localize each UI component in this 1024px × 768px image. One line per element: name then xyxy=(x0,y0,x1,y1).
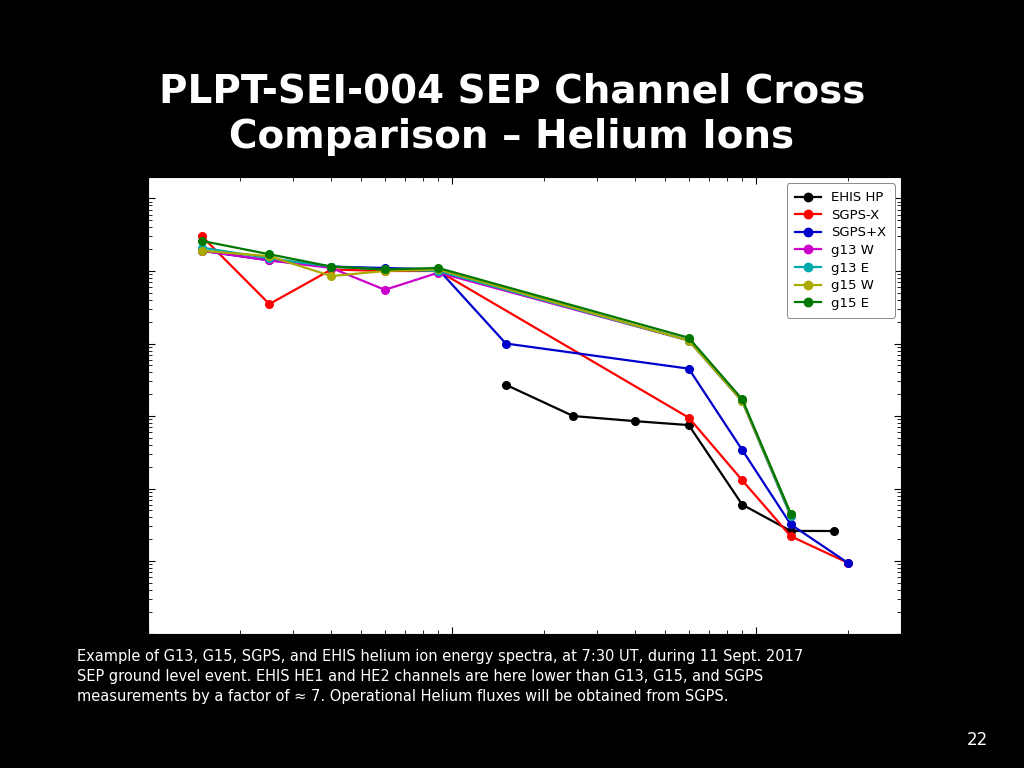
SGPS-X xyxy=(432,266,444,276)
EHIS HP xyxy=(784,526,797,535)
SGPS+X xyxy=(842,558,854,568)
g13 E xyxy=(263,253,275,263)
g13 E xyxy=(683,336,695,345)
Line: g13 E: g13 E xyxy=(199,243,795,520)
SGPS-X xyxy=(326,265,338,274)
SGPS+X xyxy=(379,263,391,273)
g13 E xyxy=(432,266,444,276)
SGPS+X xyxy=(432,265,444,274)
SGPS+X xyxy=(736,445,749,455)
Title: G16 EHIS Helium (Prime Mode); 2017-09-11 07:30:00 UT: G16 EHIS Helium (Prime Mode); 2017-09-11… xyxy=(297,157,753,171)
Line: SGPS+X: SGPS+X xyxy=(199,247,851,567)
EHIS HP xyxy=(683,421,695,430)
g15 W xyxy=(432,265,444,274)
Line: SGPS-X: SGPS-X xyxy=(199,233,851,567)
g13 W xyxy=(432,268,444,277)
SGPS+X xyxy=(784,520,797,529)
EHIS HP xyxy=(827,526,840,535)
g13 W xyxy=(683,336,695,345)
g13 E xyxy=(196,243,208,252)
Line: g13 W: g13 W xyxy=(199,247,795,520)
Y-axis label: a/(cm^2 s sr MeV/n): a/(cm^2 s sr MeV/n) xyxy=(89,326,104,484)
SGPS+X xyxy=(326,262,338,271)
SGPS-X xyxy=(263,300,275,309)
g15 W xyxy=(196,247,208,256)
SGPS-X xyxy=(196,232,208,241)
g15 W xyxy=(784,509,797,518)
g13 E xyxy=(326,262,338,271)
Text: 22: 22 xyxy=(967,731,988,749)
EHIS HP xyxy=(629,416,641,425)
g15 E xyxy=(736,395,749,404)
g15 W xyxy=(736,396,749,406)
g15 W xyxy=(263,252,275,261)
g13 W xyxy=(784,511,797,521)
X-axis label: MeV/n: MeV/n xyxy=(497,663,553,680)
g13 W xyxy=(196,247,208,256)
g15 E xyxy=(683,333,695,343)
g13 W xyxy=(736,396,749,406)
g15 E xyxy=(379,265,391,274)
SGPS+X xyxy=(500,339,512,348)
g13 E xyxy=(379,265,391,274)
Line: g15 E: g15 E xyxy=(199,237,795,518)
g13 W xyxy=(263,256,275,265)
Text: Example of G13, G15, SGPS, and EHIS helium ion energy spectra, at 7:30 UT, durin: Example of G13, G15, SGPS, and EHIS heli… xyxy=(77,649,803,703)
SGPS-X xyxy=(379,266,391,276)
SGPS+X xyxy=(683,364,695,373)
g13 E xyxy=(784,511,797,521)
g15 W xyxy=(326,272,338,281)
SGPS-X xyxy=(736,475,749,485)
EHIS HP xyxy=(736,500,749,509)
g13 W xyxy=(326,263,338,273)
SGPS+X xyxy=(263,256,275,265)
g15 W xyxy=(379,266,391,276)
g15 E xyxy=(784,509,797,518)
SGPS-X xyxy=(784,531,797,541)
g15 E xyxy=(196,237,208,246)
SGPS+X xyxy=(196,247,208,256)
g13 E xyxy=(736,396,749,406)
Legend: EHIS HP, SGPS-X, SGPS+X, g13 W, g13 E, g15 W, g15 E: EHIS HP, SGPS-X, SGPS+X, g13 W, g13 E, g… xyxy=(786,184,895,318)
Line: EHIS HP: EHIS HP xyxy=(502,381,838,535)
g13 W xyxy=(379,285,391,294)
EHIS HP xyxy=(567,412,580,421)
g15 E xyxy=(263,250,275,259)
Line: g15 W: g15 W xyxy=(199,247,795,518)
g15 E xyxy=(432,263,444,273)
SGPS-X xyxy=(842,558,854,568)
g15 E xyxy=(326,262,338,271)
Text: PLPT-SEI-004 SEP Channel Cross
Comparison – Helium Ions: PLPT-SEI-004 SEP Channel Cross Compariso… xyxy=(159,73,865,157)
SGPS-X xyxy=(683,413,695,422)
EHIS HP xyxy=(500,380,512,389)
g15 W xyxy=(683,336,695,345)
